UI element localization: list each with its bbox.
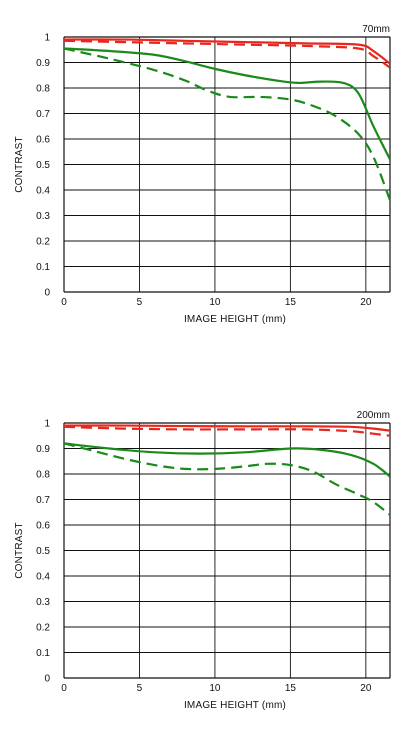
y-tick-label: 0.5: [36, 546, 50, 557]
y-tick-label: 0.3: [36, 597, 50, 608]
y-tick-label: 0: [44, 674, 50, 685]
y-tick-label: 0.9: [36, 444, 50, 455]
x-tick-label: 15: [285, 683, 297, 694]
y-tick-label: 0.7: [36, 495, 50, 506]
x-axis-title: IMAGE HEIGHT (mm): [184, 700, 286, 711]
y-tick-label: 0.2: [36, 623, 50, 634]
y-tick-label: 1: [44, 419, 50, 430]
y-tick-label: 0.8: [36, 84, 50, 95]
x-tick-label: 10: [209, 683, 221, 694]
series-line-green-dashed: [64, 442, 390, 516]
series-line-red-solid: [64, 38, 390, 65]
mtf-chart-bottom: 00.10.20.30.40.50.60.70.80.910 5 10 15 20200…: [14, 410, 391, 711]
y-tick-label: 0.8: [36, 470, 50, 481]
focal-length-label: 70mm: [362, 24, 390, 35]
series-line-green-solid: [64, 47, 390, 160]
x-tick-label: 15: [285, 297, 297, 308]
series-line-red-dashed: [64, 425, 390, 437]
y-tick-label: 0.4: [36, 186, 50, 197]
series-line-red-solid: [64, 424, 390, 432]
focal-length-label: 200mm: [357, 410, 390, 421]
mtf-chart-top: 00.10.20.30.40.50.60.70.80.910 5 10 15 2070m…: [14, 24, 391, 325]
y-axis-title: CONTRAST: [14, 136, 25, 193]
y-tick-label: 0.4: [36, 572, 50, 583]
x-axis-title: IMAGE HEIGHT (mm): [184, 314, 286, 325]
x-tick-label: 5: [137, 297, 143, 308]
series-line-green-solid: [64, 442, 390, 478]
x-tick-label: 0: [61, 297, 67, 308]
y-tick-label: 0.3: [36, 211, 50, 222]
y-tick-label: 0.9: [36, 58, 50, 69]
series-line-red-dashed: [64, 39, 390, 69]
x-tick-label: 20: [360, 683, 372, 694]
y-tick-label: 1: [44, 33, 50, 44]
y-tick-label: 0.5: [36, 160, 50, 171]
x-tick-label: 5: [137, 683, 143, 694]
y-tick-label: 0: [44, 288, 50, 299]
x-tick-label: 0: [61, 683, 67, 694]
y-tick-label: 0.6: [36, 521, 50, 532]
x-tick-label: 20: [360, 297, 372, 308]
y-tick-label: 0.7: [36, 109, 50, 120]
x-tick-label: 10: [209, 297, 221, 308]
y-axis-title: CONTRAST: [14, 522, 25, 579]
y-tick-label: 0.2: [36, 237, 50, 248]
y-tick-label: 0.6: [36, 135, 50, 146]
y-tick-label: 0.1: [36, 262, 50, 273]
y-tick-label: 0.1: [36, 648, 50, 659]
series-line-green-dashed: [64, 47, 390, 201]
